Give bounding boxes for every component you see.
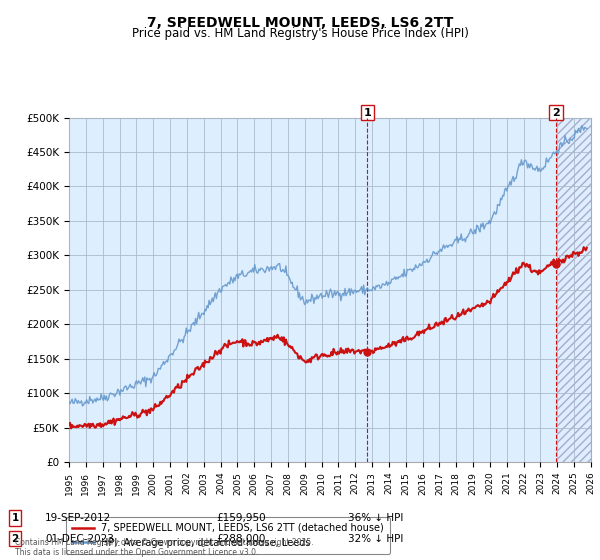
Text: 1: 1 <box>11 513 19 523</box>
Text: 32% ↓ HPI: 32% ↓ HPI <box>348 534 403 544</box>
Text: 2: 2 <box>11 534 19 544</box>
Text: 2: 2 <box>552 108 560 118</box>
Text: Price paid vs. HM Land Registry's House Price Index (HPI): Price paid vs. HM Land Registry's House … <box>131 27 469 40</box>
Bar <box>557 118 591 462</box>
Text: 01-DEC-2023: 01-DEC-2023 <box>45 534 114 544</box>
Text: £288,000: £288,000 <box>216 534 265 544</box>
Text: 7, SPEEDWELL MOUNT, LEEDS, LS6 2TT: 7, SPEEDWELL MOUNT, LEEDS, LS6 2TT <box>147 16 453 30</box>
Text: 1: 1 <box>364 108 371 118</box>
Text: 36% ↓ HPI: 36% ↓ HPI <box>348 513 403 523</box>
Text: Contains HM Land Registry data © Crown copyright and database right 2025.
This d: Contains HM Land Registry data © Crown c… <box>15 538 314 557</box>
Legend: 7, SPEEDWELL MOUNT, LEEDS, LS6 2TT (detached house), HPI: Average price, detache: 7, SPEEDWELL MOUNT, LEEDS, LS6 2TT (deta… <box>67 517 390 554</box>
Text: £159,950: £159,950 <box>216 513 266 523</box>
Text: 19-SEP-2012: 19-SEP-2012 <box>45 513 111 523</box>
